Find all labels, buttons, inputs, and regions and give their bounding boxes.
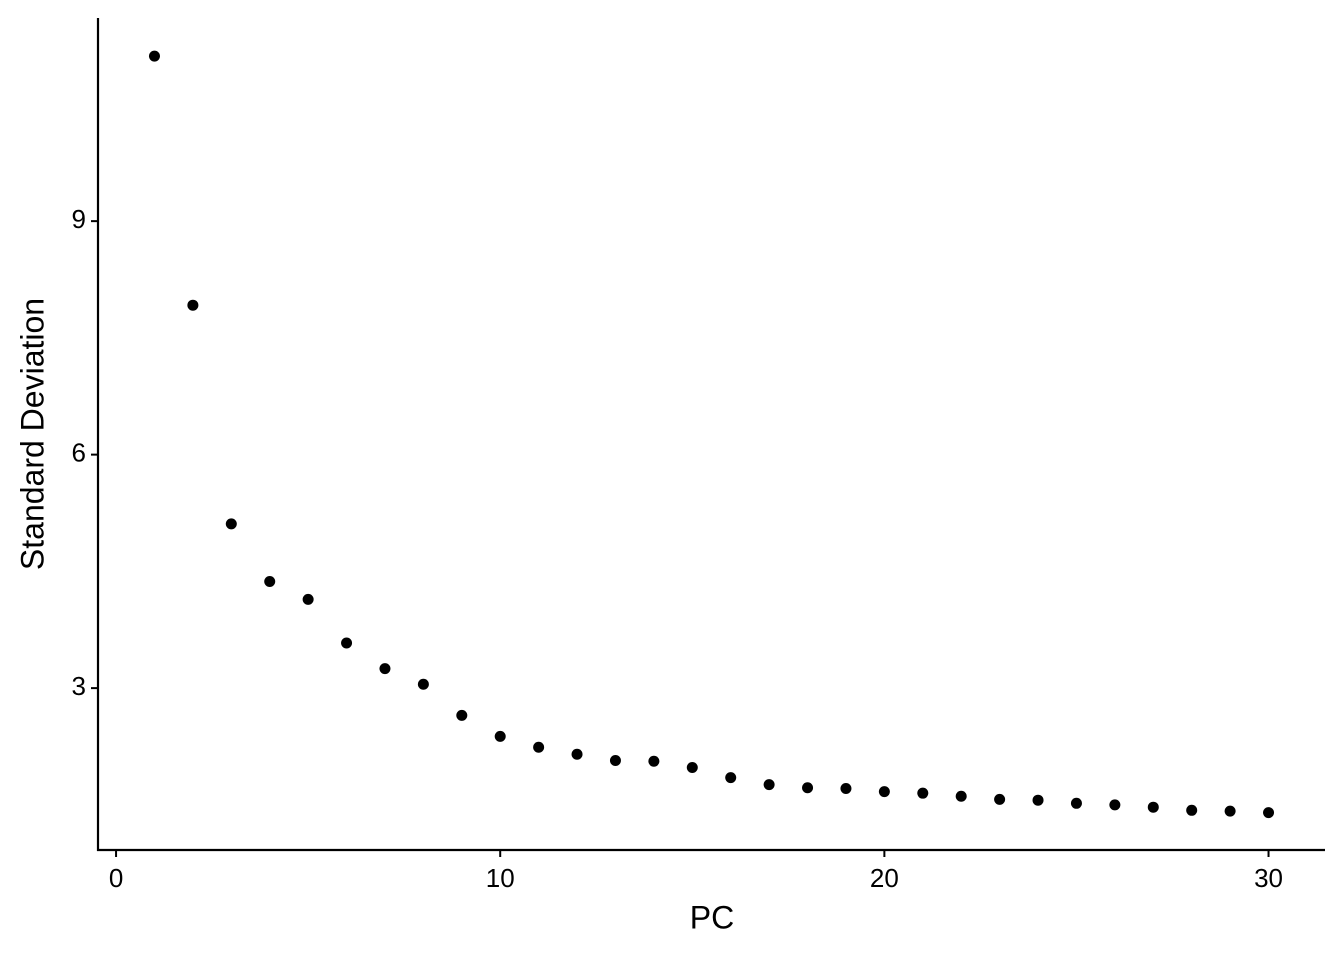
x-axis-title: PC — [690, 899, 734, 935]
point — [225, 518, 237, 530]
point — [1032, 794, 1044, 806]
point — [725, 772, 737, 784]
point — [1147, 801, 1159, 813]
x-tick-label: 10 — [486, 863, 515, 893]
point — [802, 782, 814, 794]
point — [302, 593, 314, 605]
x-tick-label: 30 — [1254, 863, 1283, 893]
point — [456, 709, 468, 721]
point — [571, 748, 583, 760]
point — [1224, 805, 1236, 817]
point — [878, 786, 890, 798]
point — [609, 754, 621, 766]
point — [994, 793, 1006, 805]
y-tick-label: 3 — [72, 671, 86, 701]
y-tick-label: 6 — [72, 437, 86, 467]
point — [417, 678, 429, 690]
point — [187, 299, 199, 311]
point — [917, 787, 929, 799]
point — [840, 783, 852, 795]
point — [494, 730, 506, 742]
point — [379, 663, 391, 675]
point — [686, 762, 698, 774]
point — [1109, 799, 1121, 811]
point — [648, 755, 660, 767]
point — [955, 790, 967, 802]
x-tick-label: 0 — [109, 863, 123, 893]
point — [341, 637, 353, 649]
point — [148, 50, 160, 62]
y-axis-title: Standard Deviation — [14, 298, 50, 570]
point — [763, 779, 775, 791]
point — [1070, 797, 1082, 809]
point — [1263, 807, 1275, 819]
point — [1186, 804, 1198, 816]
y-tick-label: 9 — [72, 204, 86, 234]
x-tick-label: 20 — [870, 863, 899, 893]
point — [264, 575, 276, 587]
point — [533, 741, 545, 753]
